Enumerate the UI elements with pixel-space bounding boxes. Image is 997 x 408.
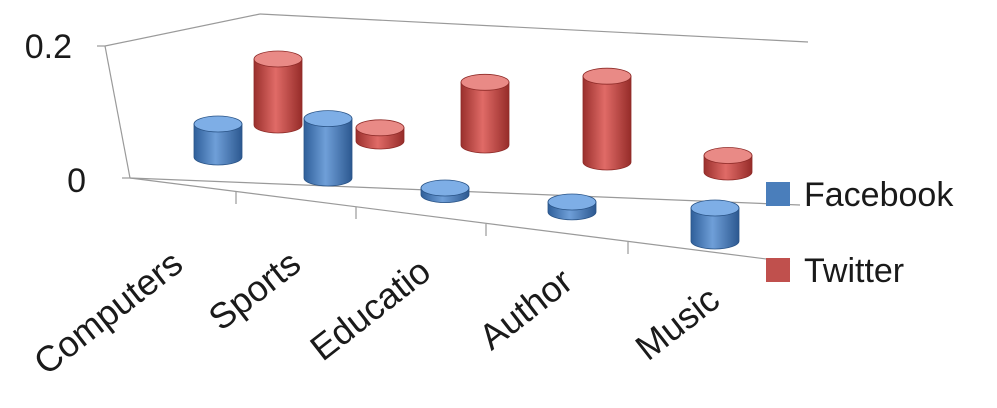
- cylinder-twitter-computers: [253, 50, 303, 134]
- x-tick-label-sports: Sports: [201, 242, 308, 338]
- cylinder-facebook-computers: [193, 115, 243, 166]
- cylinder-facebook-educatio: [420, 179, 470, 203]
- cylinder-facebook-author: [547, 193, 597, 221]
- cylinder-twitter-music: [703, 147, 753, 181]
- x-tick-label-author: Author: [471, 260, 580, 358]
- legend-swatch-facebook: [766, 182, 790, 206]
- cylinders: [193, 50, 753, 250]
- cylinder-twitter-sports: [355, 119, 405, 150]
- cylinder-twitter-educatio: [460, 73, 510, 154]
- x-axis-labels: Computers Sports Educatio Author Music: [26, 242, 727, 383]
- x-tick-label-educatio: Educatio: [302, 250, 438, 369]
- y-tick-label-top: 0.2: [25, 28, 72, 66]
- floor-front-edge: [129, 177, 791, 263]
- x-tick-label-music: Music: [628, 278, 727, 368]
- left-wall-edge: [104, 45, 131, 179]
- legend-swatch-twitter: [766, 258, 790, 282]
- legend: Facebook Twitter: [766, 176, 954, 290]
- cylinder-facebook-sports: [303, 110, 353, 187]
- legend-label-facebook: Facebook: [804, 176, 954, 214]
- legend-label-twitter: Twitter: [804, 252, 904, 290]
- back-top-edge-right: [259, 13, 809, 43]
- back-top-edge: [104, 13, 261, 47]
- x-tick-label-computers: Computers: [26, 242, 190, 383]
- cylinder-twitter-author: [582, 67, 632, 171]
- y-tick-label-zero: 0: [67, 162, 86, 200]
- cylinder-facebook-music: [690, 199, 740, 250]
